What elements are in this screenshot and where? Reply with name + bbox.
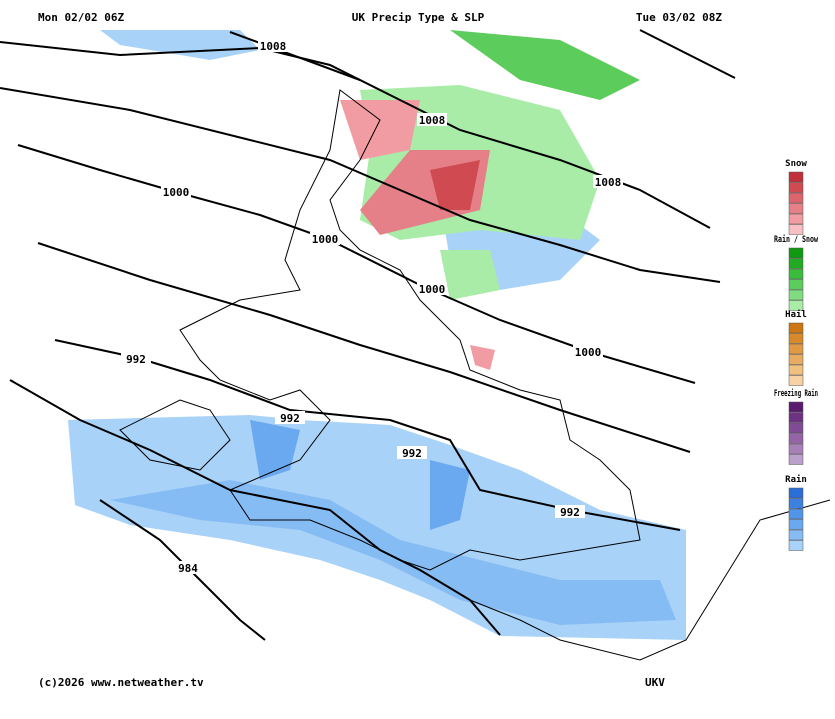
- legend-swatch: [788, 487, 804, 499]
- isobar-label-bg: [258, 39, 288, 52]
- isobar-label: 992: [280, 412, 300, 425]
- legend-swatch: [788, 540, 804, 551]
- legend-swatch: [788, 279, 804, 290]
- legend: Snow Rain / Snow Hail Freezing Rain Rain: [774, 159, 818, 551]
- coastline: [119, 89, 831, 661]
- isobar-label: 992: [560, 506, 580, 519]
- isobar-label-bg: [417, 113, 447, 126]
- isobar-label-bg: [593, 175, 623, 188]
- legend-swatch: [788, 258, 804, 269]
- isobar-label: 992: [126, 353, 146, 366]
- legend-swatch: [788, 213, 804, 225]
- footer-right: UKV: [645, 676, 665, 689]
- legend-swatch: [788, 203, 804, 214]
- isobar-label-bg: [173, 561, 203, 574]
- legend-swatch: [788, 192, 804, 204]
- legend-swatch: [788, 224, 804, 235]
- isobar-label-bg: [555, 505, 585, 518]
- header-right: Tue 03/02 08Z: [636, 11, 722, 24]
- isobar-label: 1000: [575, 346, 602, 359]
- legend-swatch: [788, 454, 804, 465]
- legend-title: Snow: [785, 159, 807, 169]
- isobar-label: 1000: [419, 283, 446, 296]
- legend-swatch: [788, 171, 804, 183]
- isobar-label: 1008: [260, 40, 287, 53]
- legend-title: Rain / Snow: [774, 234, 818, 245]
- legend-swatch: [788, 519, 804, 530]
- isobar-label-bg: [275, 411, 305, 424]
- legend-swatch: [788, 268, 804, 280]
- isobar-label-bg: [310, 232, 340, 245]
- isobar-label-bg: [573, 345, 603, 358]
- isobar-label: 992: [402, 447, 422, 460]
- isobar-label: 1000: [163, 186, 190, 199]
- legend-swatch: [788, 443, 804, 455]
- isobar-label: 984: [178, 562, 198, 575]
- legend-swatch: [788, 375, 804, 386]
- isobar-label-bg: [417, 282, 447, 295]
- isobar-label: 1008: [419, 114, 446, 127]
- isobar-label: 1008: [595, 176, 622, 189]
- legend-title: Hail: [785, 309, 807, 320]
- precip: [68, 30, 686, 640]
- isobar-label: 1000: [312, 233, 339, 246]
- legend-swatch: [788, 412, 804, 423]
- footer-left: (c)2026 www.netweather.tv: [38, 676, 204, 689]
- legend-title: Freezing Rain: [774, 388, 818, 399]
- legend-swatch: [788, 498, 804, 509]
- legend-swatch: [788, 401, 804, 413]
- legend-swatch: [788, 333, 804, 344]
- isobar-labels: 1008 1008 1008 1000 1000 1000 1000 992 992 992 992…: [121, 39, 623, 575]
- isobar-label-bg: [121, 352, 151, 365]
- legend-swatch: [788, 508, 804, 520]
- legend-swatch: [788, 343, 804, 355]
- legend-title: Rain: [785, 474, 807, 485]
- legend-swatch: [788, 289, 804, 301]
- legend-swatch: [788, 354, 804, 365]
- header-left: Mon 02/02 06Z: [38, 11, 124, 24]
- legend-swatch: [788, 300, 804, 311]
- legend-swatch: [788, 433, 804, 444]
- header-title: UK Precip Type & SLP: [352, 11, 485, 24]
- legend-swatch: [788, 247, 804, 259]
- legend-swatch: [788, 182, 804, 193]
- legend-swatch: [788, 364, 804, 376]
- isobar-label-bg: [161, 185, 191, 198]
- legend-swatch: [788, 422, 804, 434]
- isobar-label-bg: [397, 446, 427, 459]
- legend-swatch: [788, 529, 804, 541]
- legend-swatch: [788, 322, 804, 334]
